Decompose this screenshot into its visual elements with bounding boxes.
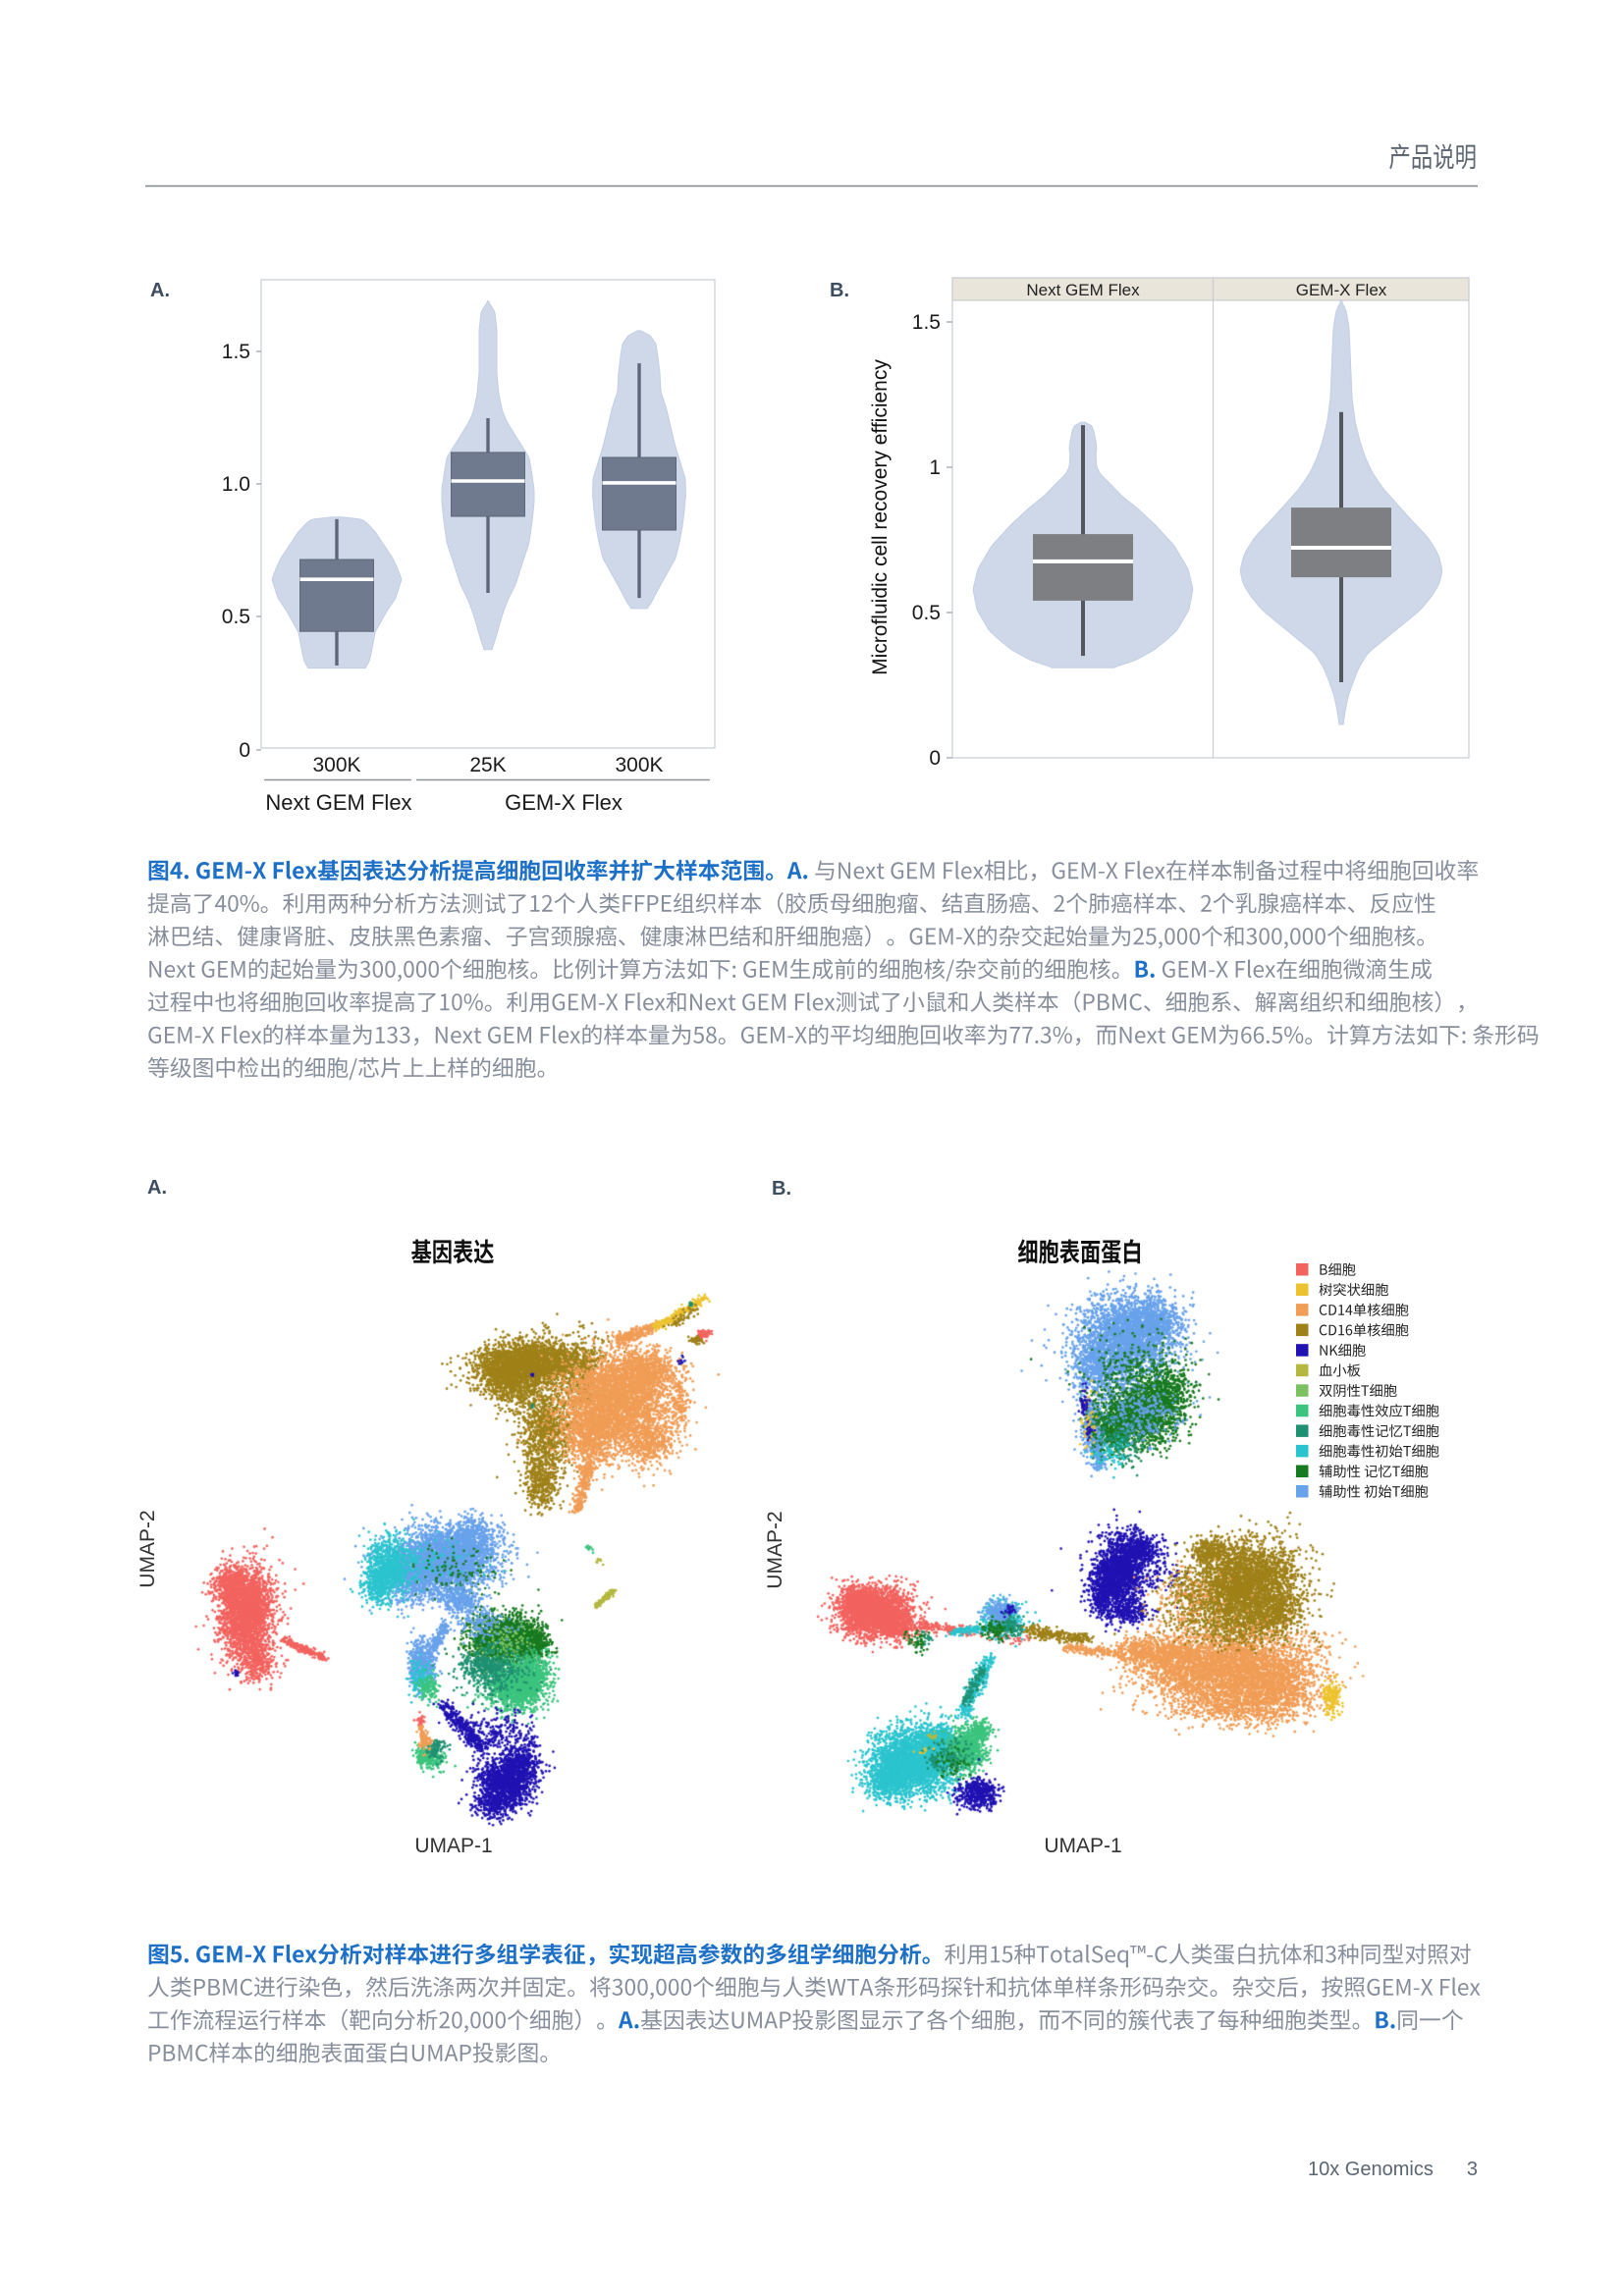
svg-text:3: 3 — [1467, 2159, 1478, 2180]
svg-text:UMAP-1: UMAP-1 — [1044, 1835, 1121, 1857]
svg-text:UMAP-2: UMAP-2 — [764, 1511, 786, 1588]
svg-text:A.: A. — [147, 1177, 167, 1199]
svg-text:A.: A. — [150, 280, 170, 301]
svg-text:GEM-X Flex: GEM-X Flex — [505, 790, 623, 815]
svg-text:UMAP-1: UMAP-1 — [414, 1835, 492, 1857]
svg-text:0: 0 — [239, 739, 250, 762]
svg-text:B.: B. — [772, 1178, 791, 1200]
svg-text:B.: B. — [830, 280, 849, 301]
svg-text:1.5: 1.5 — [222, 341, 250, 363]
svg-text:0: 0 — [929, 747, 941, 770]
svg-text:25K: 25K — [469, 754, 506, 776]
svg-text:0.5: 0.5 — [222, 606, 250, 628]
svg-text:GEM-X Flex: GEM-X Flex — [1296, 281, 1387, 299]
svg-text:Next GEM Flex: Next GEM Flex — [1026, 281, 1140, 299]
svg-text:1.5: 1.5 — [912, 311, 941, 334]
svg-text:UMAP-2: UMAP-2 — [136, 1510, 159, 1587]
svg-text:300K: 300K — [312, 754, 360, 776]
svg-text:Microfluidic cell recovery eff: Microfluidic cell recovery efficiency — [869, 359, 892, 675]
svg-text:10x Genomics: 10x Genomics — [1308, 2159, 1434, 2180]
svg-text:0.5: 0.5 — [912, 602, 941, 624]
svg-text:Next GEM Flex: Next GEM Flex — [265, 790, 411, 815]
svg-text:1.0: 1.0 — [222, 473, 250, 496]
svg-text:300K: 300K — [615, 754, 663, 776]
svg-text:1: 1 — [929, 456, 941, 479]
